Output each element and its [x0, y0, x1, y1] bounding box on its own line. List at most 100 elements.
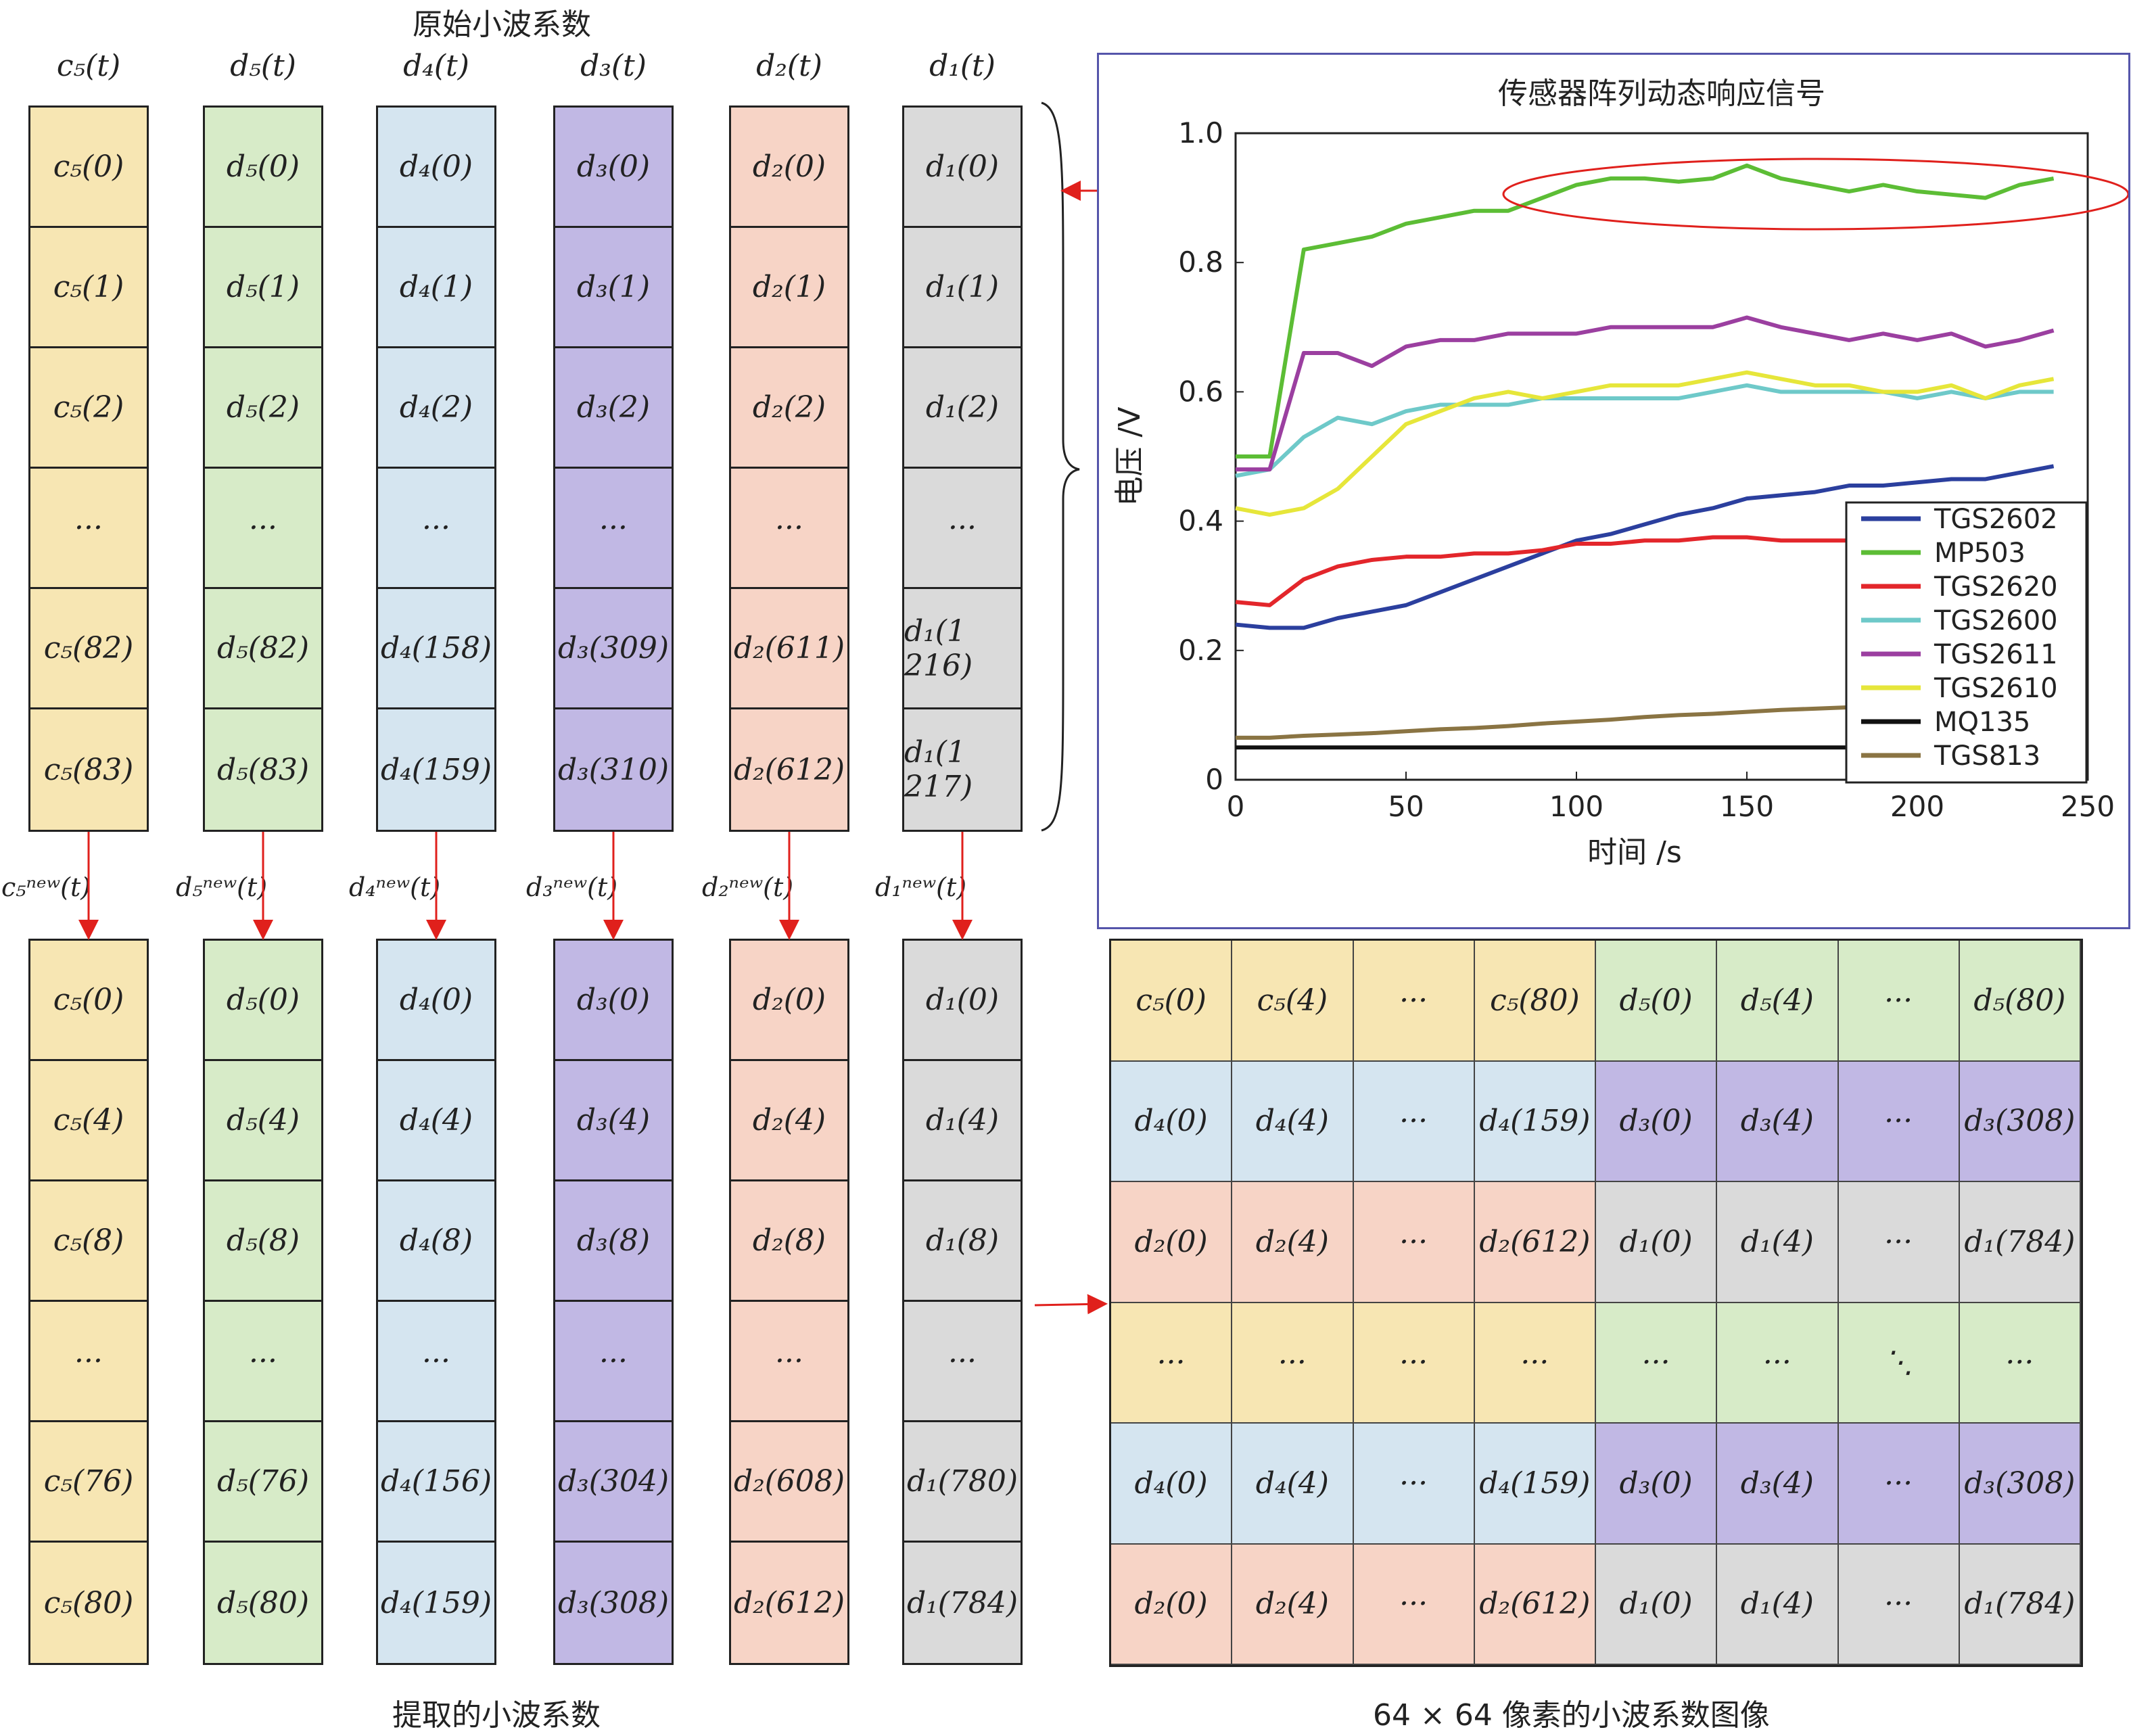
coefficient-cell: d₂(608) — [731, 1422, 847, 1543]
image-pixel-cell: d₁(4) — [1717, 1544, 1839, 1665]
coefficient-cell: d₄(8) — [378, 1181, 494, 1302]
image-pixel-cell: ··· — [1838, 941, 1960, 1062]
coefficient-cell: d₅(0) — [205, 941, 321, 1061]
coefficient-cell: d₄(159) — [380, 1585, 492, 1620]
legend-label: TGS2611 — [1934, 639, 2058, 670]
caption-image: 64 × 64 像素的小波系数图像 — [1373, 1698, 1770, 1733]
coefficient-cell: d₂(8) — [731, 1181, 847, 1302]
coefficient-cell: d₂(1) — [731, 228, 847, 348]
series-line-TGS2611 — [1236, 315, 2055, 472]
image-pixel-cell: d₃(308) — [1959, 1424, 2081, 1545]
coefficient-cell: d₂(612) — [733, 752, 845, 787]
new-coefficient-label: c₅ⁿᵉʷ(t) — [1, 872, 91, 902]
extracted-column-d3: d₃(0) d₃(4) d₃(8) ··· d₃(304) d₃(308) — [553, 939, 674, 1665]
coefficient-cell: d₄(4) — [378, 1061, 494, 1181]
legend-label: TGS813 — [1934, 741, 2040, 772]
image-pixel-cell: d₄(0) — [1111, 1424, 1233, 1545]
coefficient-cell: d₅(4) — [205, 1061, 321, 1181]
image-pixel-cell: ··· — [1838, 1182, 1960, 1303]
coefficient-cell: d₃(4) — [555, 1061, 672, 1181]
coefficient-cell: d₃(1) — [555, 228, 672, 348]
coefficient-cell: ··· — [904, 1302, 1021, 1422]
coefficient-cell: d₃(8) — [555, 1181, 672, 1302]
coefficient-cell: c₅(4) — [30, 1061, 147, 1181]
extracted-column-c5: c₅(0) c₅(4) c₅(8) ··· c₅(76) c₅(80) — [28, 939, 149, 1665]
sensor-chart-svg: 传感器阵列动态响应信号 0 50 100 150 200 250 0 0.2 0.4 0.6 0.8 1… — [1113, 76, 2128, 870]
coefficient-cell: d₁(2) — [904, 348, 1021, 469]
image-pixel-cell: ··· — [1353, 1303, 1475, 1424]
legend-box — [1845, 501, 2088, 784]
image-pixel-cell: ··· — [1959, 1303, 2081, 1424]
chart-title: 传感器阵列动态响应信号 — [1498, 76, 1825, 111]
coefficient-cell: d₃(0) — [555, 941, 672, 1061]
image-pixel-cell: d₁(4) — [1717, 1182, 1839, 1303]
coefficient-cell: c₅(1) — [30, 228, 147, 348]
series-line-MP503 — [1236, 163, 2055, 459]
column-header-d1: d₁(t) — [929, 49, 996, 83]
coefficient-cell: d₁(4) — [904, 1061, 1021, 1181]
coefficient-cell: d₅(2) — [205, 348, 321, 469]
coefficient-cell: d₅(0) — [205, 108, 321, 228]
image-pixel-cell: d₁(784) — [1959, 1182, 2081, 1303]
extracted-column-d5: d₅(0) d₅(4) d₅(8) ··· d₅(76) d₅(80) — [203, 939, 323, 1665]
y-axis-label: 电压 /V — [1113, 407, 1147, 507]
coefficient-cell: d₄(0) — [378, 108, 494, 228]
image-pixel-cell: d₄(4) — [1232, 1061, 1354, 1182]
image-pixel-cell: ··· — [1353, 941, 1475, 1062]
columns-to-grid-arrow — [1034, 1294, 1108, 1315]
new-coefficient-label: d₃ⁿᵉʷ(t) — [526, 872, 618, 902]
coefficient-cell: d₁(784) — [906, 1585, 1018, 1620]
coefficient-cell: ··· — [731, 469, 847, 589]
coefficient-cell: d₁(1 217) — [904, 735, 973, 804]
wavelet-image-grid: c₅(0) c₅(4) ··· c₅(80) d₅(0) d₅(4) ··· d₅(80) d₄… — [1109, 939, 2083, 1667]
coefficient-cell: ··· — [205, 469, 321, 589]
extracted-column-d1: d₁(0) d₁(4) d₁(8) ··· d₁(780) d₁(784) — [902, 939, 1023, 1665]
coefficient-cell: c₅(0) — [30, 108, 147, 228]
image-pixel-cell: d₂(0) — [1111, 1544, 1233, 1665]
y-tick-label: 0.2 — [1178, 634, 1223, 667]
new-coefficient-label: d₅ⁿᵉʷ(t) — [176, 872, 268, 902]
coefficient-cell: c₅(2) — [30, 348, 147, 469]
y-tick-label: 0.8 — [1178, 245, 1223, 279]
coefficient-cell: d₅(76) — [205, 1422, 321, 1543]
coefficient-cell: d₁(780) — [904, 1422, 1021, 1543]
coefficient-cell: d₂(611) — [731, 589, 847, 709]
image-pixel-cell: d₁(784) — [1959, 1544, 2081, 1665]
sensor-chart: 传感器阵列动态响应信号 0 50 100 150 200 250 0 0.2 0.4 0.6 0.8 1… — [1097, 53, 2130, 929]
coefficient-cell: d₄(1) — [378, 228, 494, 348]
x-tick-label: 200 — [1890, 790, 1944, 823]
coefficient-cell: ··· — [378, 469, 494, 589]
image-pixel-cell: d₂(4) — [1232, 1544, 1354, 1665]
coefficient-cell: c₅(0) — [30, 941, 147, 1061]
image-pixel-cell: ··· — [1838, 1061, 1960, 1182]
coefficient-cell: d₂(612) — [733, 1585, 845, 1620]
legend-label: TGS2610 — [1934, 673, 2058, 704]
coefficient-cell: d₁(1 216) — [904, 589, 1021, 709]
coefficient-cell: d₅(8) — [205, 1181, 321, 1302]
coefficient-cell: d₄(158) — [378, 589, 494, 709]
image-pixel-cell: d₄(0) — [1111, 1061, 1233, 1182]
coefficient-cell: d₃(2) — [555, 348, 672, 469]
x-tick-label: 100 — [1549, 790, 1603, 823]
image-pixel-cell: ··· — [1111, 1303, 1233, 1424]
series-line-TGS2610 — [1235, 370, 2055, 517]
coefficient-cell: d₁(0) — [904, 108, 1021, 228]
caption-extracted: 提取的小波系数 — [392, 1698, 601, 1733]
coefficient-cell: d₂(0) — [731, 108, 847, 228]
new-coefficient-label: d₄ⁿᵉʷ(t) — [349, 872, 441, 902]
x-tick-label: 50 — [1388, 790, 1424, 823]
highlight-ellipse — [1502, 158, 2128, 231]
legend-label: TGS2602 — [1934, 504, 2058, 535]
coefficient-cell: ··· — [30, 1302, 147, 1422]
image-pixel-cell: c₅(4) — [1232, 941, 1354, 1062]
y-tick-label: 1.0 — [1178, 116, 1223, 149]
image-pixel-cell: ··· — [1353, 1182, 1475, 1303]
coefficient-cell: ··· — [555, 1302, 672, 1422]
coefficient-cell: d₃(304) — [555, 1422, 672, 1543]
coefficient-cell: ··· — [205, 1302, 321, 1422]
caption-original: 原始小波系数 — [413, 7, 591, 42]
coefficient-cell: c₅(82) — [30, 589, 147, 709]
coefficient-cell: d₅(83) — [216, 752, 310, 787]
image-pixel-cell: d₁(0) — [1596, 1544, 1718, 1665]
column-header-d3: d₃(t) — [580, 49, 647, 83]
